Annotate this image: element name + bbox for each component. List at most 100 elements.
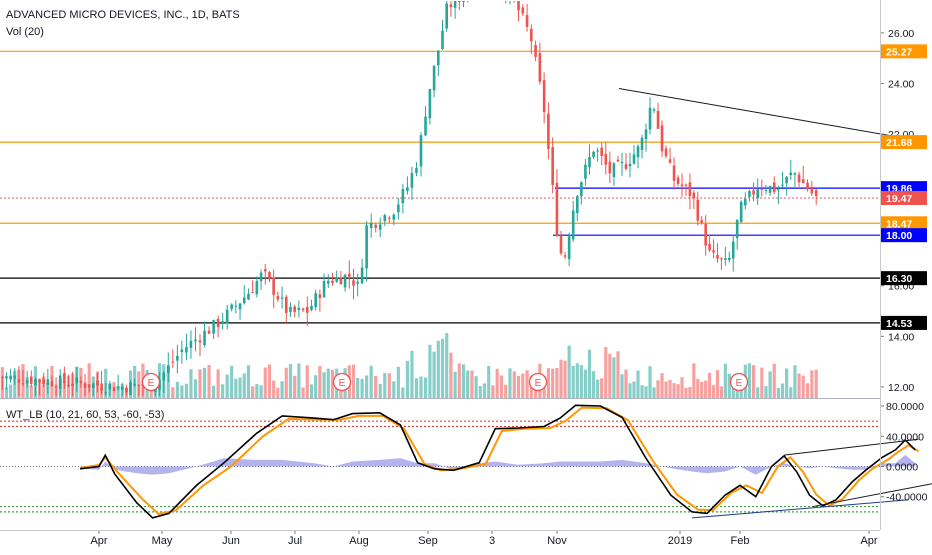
candle-body xyxy=(75,377,79,384)
volume-bar xyxy=(297,363,301,398)
volume-bar xyxy=(668,380,672,398)
candle-body xyxy=(137,384,141,386)
candle-body xyxy=(428,88,432,119)
earnings-marker[interactable]: E xyxy=(528,372,548,392)
volume-bar xyxy=(428,344,432,398)
price-level-tag xyxy=(881,315,927,330)
volume-bar xyxy=(175,381,179,398)
price-level-label: 21.68 xyxy=(886,137,912,149)
volume-bar xyxy=(25,377,29,398)
candle-body xyxy=(648,107,652,130)
volume-bar xyxy=(202,367,207,398)
candle-body xyxy=(688,182,692,197)
price-level-label: 16.30 xyxy=(886,273,912,285)
earnings-marker[interactable]: E xyxy=(332,372,352,392)
volume-bar xyxy=(193,379,198,398)
candle-body xyxy=(604,154,608,165)
volume-bar xyxy=(711,385,716,398)
volume-bar xyxy=(504,384,508,398)
volume-bar xyxy=(432,351,436,398)
candle-body xyxy=(17,379,21,383)
candle-body xyxy=(247,293,250,300)
price-level-label: 18.47 xyxy=(886,218,912,230)
volume-bar xyxy=(785,368,789,398)
volume-bar xyxy=(383,373,387,398)
candle-body xyxy=(356,281,359,284)
volume-bar xyxy=(309,384,314,398)
volume-bar xyxy=(234,378,238,398)
earnings-marker[interactable]: E xyxy=(141,372,161,392)
candle-body xyxy=(449,4,453,8)
candle-body xyxy=(559,236,563,254)
volume-bar xyxy=(810,370,814,398)
candle-body xyxy=(125,387,128,393)
volume-bar xyxy=(374,375,378,398)
volume-bar xyxy=(378,383,382,398)
candle-body xyxy=(640,137,644,150)
candle-body xyxy=(608,161,612,174)
candle-body xyxy=(392,214,396,220)
volume-bar xyxy=(29,385,33,398)
earnings-marker[interactable]: E xyxy=(729,372,749,392)
candle-body xyxy=(212,320,215,334)
earnings-circle xyxy=(729,372,749,392)
price-axis[interactable]: 12.0014.0016.0018.0020.0022.0024.0026.00… xyxy=(880,28,927,394)
candle-body xyxy=(739,201,743,223)
candle-body xyxy=(781,184,784,186)
volume-bar xyxy=(470,370,474,398)
candle-body xyxy=(154,388,157,392)
volume-bar xyxy=(747,363,752,398)
volume-bar xyxy=(563,360,567,398)
candle-body xyxy=(301,308,305,311)
candle-body xyxy=(748,191,751,197)
volume-bar xyxy=(776,387,780,398)
volume-bar xyxy=(453,371,457,398)
volume-bar xyxy=(727,373,731,398)
volume-bar xyxy=(664,381,668,398)
volume-bar xyxy=(704,380,708,398)
candle-body xyxy=(162,372,166,381)
candle-body xyxy=(437,50,440,66)
candle-body xyxy=(335,277,338,282)
candle-body xyxy=(432,65,436,91)
candle-body xyxy=(563,255,567,257)
candle-body xyxy=(660,125,664,152)
candle-body xyxy=(171,361,175,363)
candle-body xyxy=(441,30,444,50)
candle-body xyxy=(387,217,391,219)
volume-bar xyxy=(230,365,234,398)
volume-bar xyxy=(676,384,680,398)
candle-body xyxy=(108,383,112,390)
volume-bar xyxy=(559,359,563,398)
volume-bar xyxy=(525,370,529,398)
candle-body xyxy=(680,184,684,187)
earnings-circle xyxy=(332,372,352,392)
volume-bar xyxy=(466,370,470,398)
candle-body xyxy=(756,189,760,199)
volume-bar xyxy=(339,384,343,398)
candle-body xyxy=(46,379,50,385)
candle-body xyxy=(378,224,382,230)
price-level-label: 14.53 xyxy=(886,318,912,330)
time-tick-label: Jul xyxy=(288,535,302,547)
candle-body xyxy=(656,110,660,129)
price-level-tag xyxy=(881,190,927,205)
volume-bar xyxy=(276,387,280,398)
volume-bar xyxy=(487,365,491,398)
indicator-pane xyxy=(0,404,932,519)
chart-title: ADVANCED MICRO DEVICES, INC., 1D, BATS xyxy=(6,9,240,21)
candle-body xyxy=(198,340,202,343)
time-axis[interactable]: Apr May Jun Jul Aug Sep 3 Nov 2019 Feb Apr xyxy=(90,530,878,547)
volume-bar xyxy=(620,374,624,398)
candle-body xyxy=(612,163,616,178)
candle-body xyxy=(284,296,288,313)
candle-body xyxy=(71,383,74,386)
candle-body xyxy=(814,190,818,197)
volume-bar xyxy=(263,367,267,398)
indicator-axis[interactable]: 80.0000 40.0000 0.0000 -40.0000 xyxy=(880,401,928,504)
time-tick-label: Jun xyxy=(222,535,240,547)
candle-body xyxy=(724,258,727,260)
